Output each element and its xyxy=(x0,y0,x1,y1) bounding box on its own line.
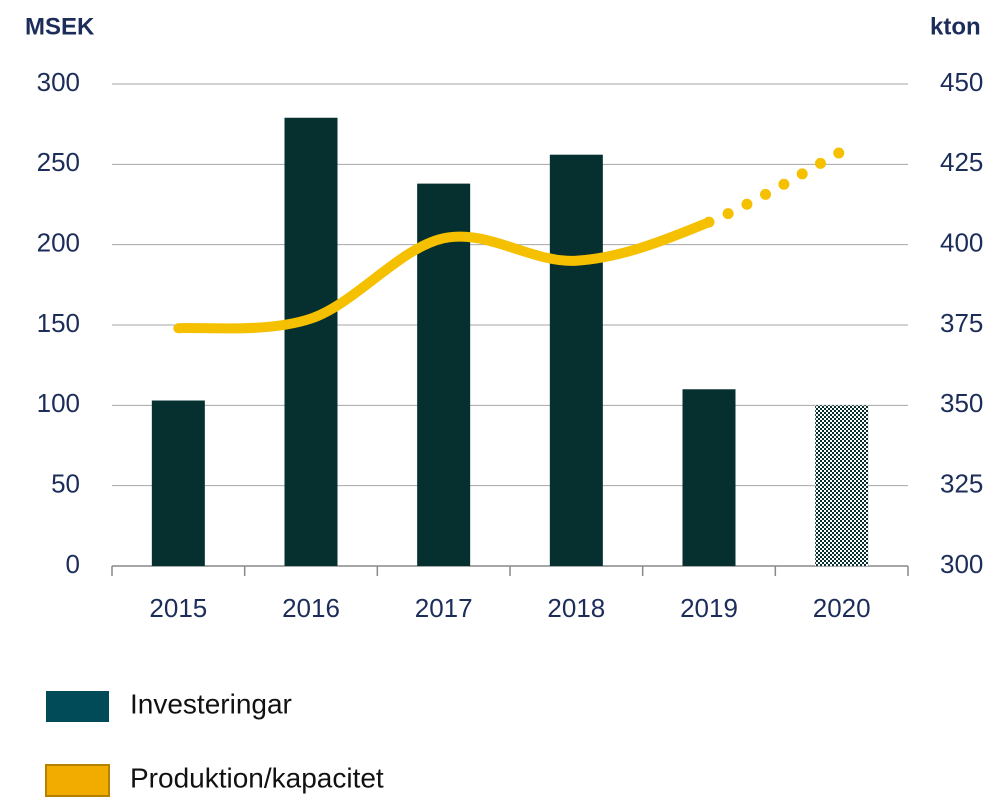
y-tick-label: 150 xyxy=(37,308,80,338)
line xyxy=(173,217,714,334)
y2-tick-label: 425 xyxy=(940,147,983,177)
x-tick-label: 2020 xyxy=(813,593,871,623)
x-tick-label: 2017 xyxy=(415,593,473,623)
bar xyxy=(815,405,869,566)
legend-swatch xyxy=(46,691,109,722)
y-tick-label: 0 xyxy=(66,549,80,579)
y-tick-label: 250 xyxy=(37,147,80,177)
y-axis-title: MSEK xyxy=(25,13,95,40)
y2-tick-label: 325 xyxy=(940,469,983,499)
bar xyxy=(682,389,736,566)
y2-axis-title: kton xyxy=(930,13,981,40)
x-tick-label: 2019 xyxy=(680,593,738,623)
bar xyxy=(284,117,338,567)
bar xyxy=(549,154,603,566)
y2-tick-label: 300 xyxy=(940,549,983,579)
x-tick-label: 2016 xyxy=(282,593,340,623)
y-tick-label: 100 xyxy=(37,388,80,418)
y2-tick-label: 375 xyxy=(940,308,983,338)
y2-tick-label: 400 xyxy=(940,228,983,258)
y-tick-label: 300 xyxy=(37,67,80,97)
line-projection xyxy=(703,145,848,228)
y2-tick-label: 450 xyxy=(940,67,983,97)
legend-swatch xyxy=(45,764,110,797)
x-tick-label: 2015 xyxy=(149,593,207,623)
x-tick-label: 2018 xyxy=(547,593,605,623)
bar xyxy=(151,400,205,566)
legend-label: Investeringar xyxy=(130,688,292,719)
y2-tick-label: 350 xyxy=(940,388,983,418)
y-tick-label: 200 xyxy=(37,228,80,258)
y-tick-label: 50 xyxy=(51,469,80,499)
legend-label: Produktion/kapacitet xyxy=(130,762,384,793)
